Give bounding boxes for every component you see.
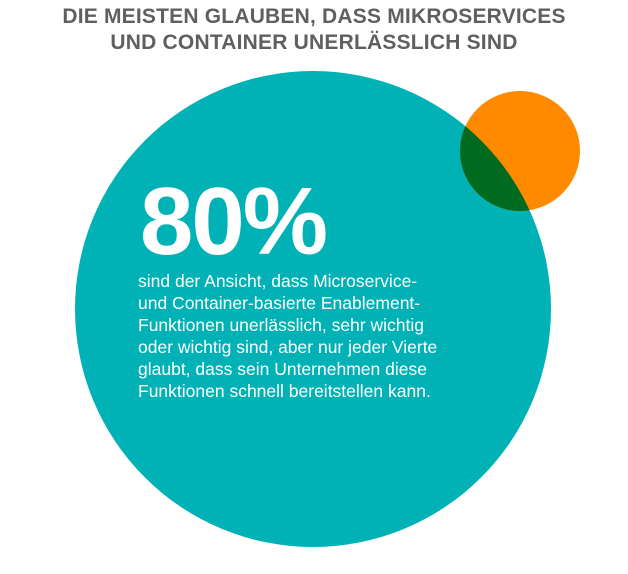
stat-description-line: sind der Ansicht, dass Microservice-: [138, 271, 418, 291]
stat-value: 80%: [140, 168, 328, 275]
headline: DIE MEISTEN GLAUBEN, DASS MIKROSERVICES …: [0, 4, 628, 56]
headline-line-2: UND CONTAINER UNERLÄSSLICH SIND: [110, 31, 518, 54]
headline-line-1: DIE MEISTEN GLAUBEN, DASS MIKROSERVICES: [62, 5, 566, 28]
stat-description-line: und Container-basierte Enablement-: [138, 293, 421, 313]
stat-description-line: Funktionen schnell bereitstellen kann.: [138, 381, 431, 401]
stat-description-line: oder wichtig sind, aber nur jeder Vierte: [138, 337, 438, 357]
stat-description-line: Funktionen unerlässlich, sehr wichtig: [138, 315, 424, 335]
large-circle: [75, 71, 551, 547]
stat-description: sind der Ansicht, dass Microservice- und…: [138, 270, 538, 402]
stat-description-line: glaubt, dass sein Unternehmen diese: [138, 359, 427, 379]
